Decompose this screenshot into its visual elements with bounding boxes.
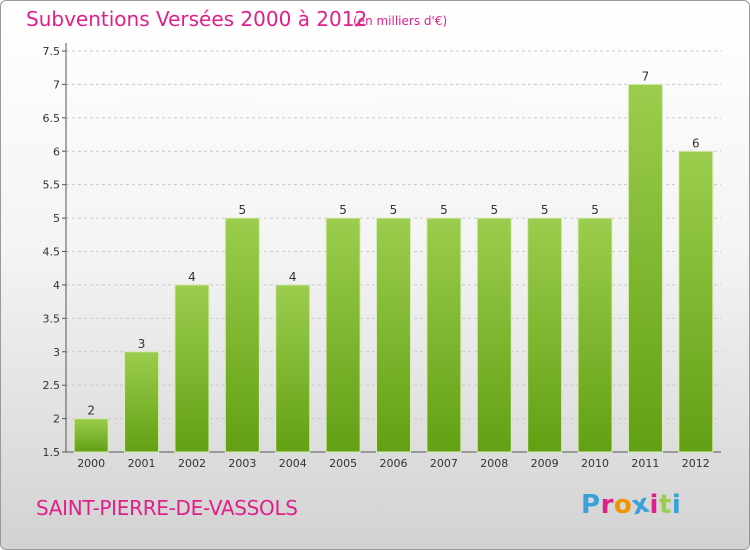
bar bbox=[376, 217, 411, 453]
bar bbox=[527, 217, 563, 453]
x-tick-label: 2000 bbox=[77, 457, 105, 470]
y-tick-label: 5.5 bbox=[43, 179, 61, 192]
y-tick-label: 5 bbox=[53, 212, 60, 225]
y-tick-label: 6 bbox=[53, 145, 60, 158]
y-tick-label: 7.5 bbox=[43, 45, 61, 58]
proxiti-logo: Proxiti bbox=[581, 489, 682, 522]
bar-value-label: 5 bbox=[390, 203, 398, 217]
bar bbox=[627, 83, 663, 453]
logo-letter: t bbox=[658, 490, 672, 520]
bar-value-label: 3 bbox=[138, 337, 146, 351]
x-tick-label: 2010 bbox=[581, 457, 609, 470]
x-tick-label: 2004 bbox=[279, 457, 307, 470]
y-tick-label: 4.5 bbox=[43, 246, 61, 259]
x-tick-label: 2002 bbox=[178, 457, 206, 470]
chart-title: Subventions Versées 2000 à 2012 bbox=[26, 7, 368, 31]
x-tick-label: 2007 bbox=[430, 457, 458, 470]
y-tick-label: 4 bbox=[53, 279, 60, 292]
y-tick-label: 3.5 bbox=[43, 312, 61, 325]
x-tick-label: 2006 bbox=[380, 457, 408, 470]
logo-letter: P bbox=[581, 490, 601, 520]
y-axis-ticks: 1.5 2 2.5 3 3.5 4 4.5 5 5.5 6 6.5 7 7.5 bbox=[43, 45, 66, 459]
bar bbox=[124, 351, 160, 453]
x-tick-label: 2012 bbox=[682, 457, 710, 470]
logo-letter: o bbox=[613, 490, 633, 520]
x-tick-label: 2001 bbox=[128, 457, 156, 470]
bar-value-label: 5 bbox=[239, 203, 247, 217]
bar bbox=[476, 217, 512, 453]
bars: 2 3 4 5 4 5 5 5 5 5 5 7 6 bbox=[73, 69, 714, 453]
logo-letter: r bbox=[600, 490, 614, 520]
logo-letter: i bbox=[671, 490, 682, 520]
bar-value-label: 5 bbox=[591, 203, 599, 217]
bar-value-label: 4 bbox=[289, 270, 297, 284]
x-axis-ticks: 2000 2001 2002 2003 2004 2005 2006 2007 2008 2009… bbox=[77, 457, 710, 470]
x-tick-label: 2008 bbox=[480, 457, 508, 470]
bar bbox=[426, 217, 462, 453]
bar bbox=[325, 217, 361, 453]
logo-letter: i bbox=[649, 490, 659, 520]
bar bbox=[224, 217, 260, 453]
x-tick-label: 2003 bbox=[228, 457, 256, 470]
y-tick-label: 1.5 bbox=[43, 446, 61, 459]
bar bbox=[73, 418, 109, 453]
bar bbox=[577, 217, 613, 453]
x-tick-label: 2011 bbox=[631, 457, 659, 470]
bar bbox=[678, 150, 714, 453]
bar-value-label: 2 bbox=[87, 404, 95, 418]
x-tick-label: 2005 bbox=[329, 457, 357, 470]
commune-name: SAINT-PIERRE-DE-VASSOLS bbox=[36, 496, 298, 520]
bar-value-label: 5 bbox=[440, 203, 448, 217]
bar-value-label: 7 bbox=[642, 69, 650, 83]
bar bbox=[174, 284, 210, 453]
y-tick-label: 2.5 bbox=[43, 379, 61, 392]
bar-value-label: 4 bbox=[188, 270, 196, 284]
bar-value-label: 5 bbox=[541, 203, 549, 217]
y-tick-label: 2 bbox=[53, 413, 60, 426]
bar-value-label: 5 bbox=[490, 203, 498, 217]
x-tick-label: 2009 bbox=[531, 457, 559, 470]
bar bbox=[275, 284, 311, 453]
bar-value-label: 6 bbox=[692, 136, 700, 150]
y-tick-label: 6.5 bbox=[43, 112, 61, 125]
bar-value-label: 5 bbox=[339, 203, 347, 217]
unit-note: (en milliers d'€) bbox=[353, 14, 448, 28]
y-tick-label: 7 bbox=[53, 78, 60, 91]
y-tick-label: 3 bbox=[53, 346, 60, 359]
